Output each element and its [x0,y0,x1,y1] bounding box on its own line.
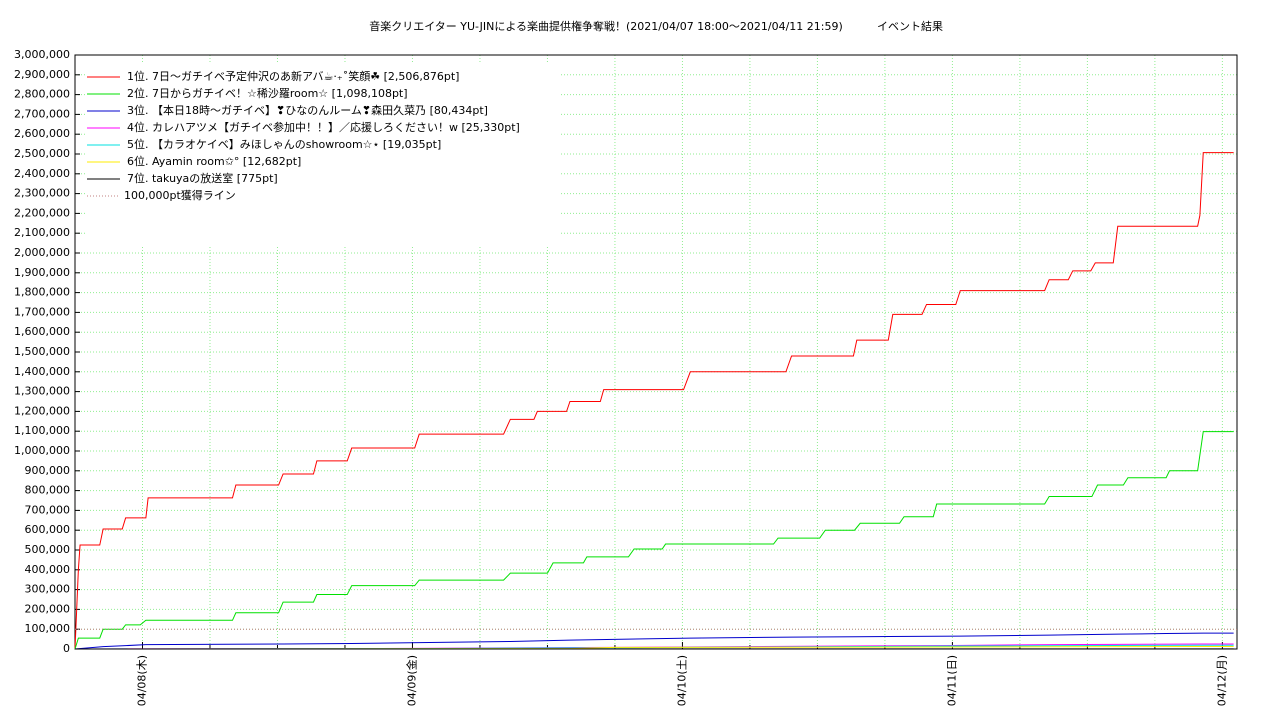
y-tick-label: 2,400,000 [14,167,70,180]
legend-label: 4位. カレハアツメ【ガチイベ参加中！！】／応援しろください！w [25,330… [127,120,520,134]
y-tick-label: 700,000 [25,503,71,516]
series-line [74,152,1234,650]
series-line [74,632,1234,650]
y-tick-label: 300,000 [25,583,71,596]
y-tick-label: 900,000 [25,464,71,477]
y-tick-label: 1,700,000 [14,305,70,318]
y-tick-label: 0 [63,642,70,655]
y-tick-label: 1,500,000 [14,345,70,358]
y-tick-label: 1,300,000 [14,385,70,398]
y-tick-label: 1,800,000 [14,286,70,299]
y-tick-label: 2,000,000 [14,246,70,259]
x-tick-label: 04/08(木) [135,655,148,706]
y-tick-label: 1,600,000 [14,325,70,338]
y-tick-label: 200,000 [25,602,71,615]
chart-title: 音楽クリエイター YU-JINによる楽曲提供権争奪戦！(2021/04/07 1… [369,19,843,33]
legend-label: 2位. 7日からガチイベ！☆稀沙羅room☆ [1,098,108pt] [127,86,408,100]
y-tick-label: 400,000 [25,563,71,576]
y-tick-label: 1,900,000 [14,266,70,279]
y-tick-label: 2,100,000 [14,226,70,239]
y-tick-label: 3,000,000 [14,48,70,61]
y-tick-label: 800,000 [25,484,71,497]
legend-label: 3位. 【本日18時〜ガチイベ】❣ひなのんルーム❣森田久菜乃 [80,434pt… [127,103,488,117]
x-tick-label: 04/09(金) [404,655,418,706]
y-tick-label: 1,000,000 [14,444,70,457]
y-tick-label: 100,000 [25,622,71,635]
legend-label: 100,000pt獲得ライン [124,189,236,202]
y-tick-label: 2,700,000 [14,107,70,120]
y-tick-label: 1,100,000 [14,424,70,437]
x-tick-label: 04/11(日) [945,655,958,706]
legend-box [85,63,560,245]
y-tick-label: 1,200,000 [14,404,70,417]
legend-label: 7位. takuyaの放送室 [775pt] [127,171,278,185]
y-tick-label: 2,900,000 [14,68,70,81]
y-tick-label: 2,300,000 [14,187,70,200]
y-tick-label: 600,000 [25,523,71,536]
legend-label: 1位. 7日〜ガチイベ予定仲沢のあ新アバ☕︎‧₊˚笑顔☘ [2,506,876p… [127,69,459,83]
y-tick-label: 500,000 [25,543,71,556]
legend-label: 5位. 【カラオケイベ】みほしゃんのshowroom☆⋆ [19,035pt] [127,137,441,151]
y-tick-label: 1,400,000 [14,365,70,378]
x-tick-label: 04/10(土) [675,655,688,706]
x-tick-label: 04/12(月) [1215,655,1228,706]
y-tick-label: 2,800,000 [14,88,70,101]
chart-subtitle: イベント結果 [877,19,943,33]
y-tick-label: 2,200,000 [14,206,70,219]
y-tick-label: 2,600,000 [14,127,70,140]
y-tick-label: 2,500,000 [14,147,70,160]
series-line [74,431,1234,650]
legend-label: 6位. Ayamin room✩° [12,682pt] [127,154,301,168]
